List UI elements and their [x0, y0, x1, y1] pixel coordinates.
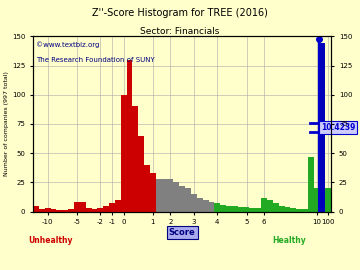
Bar [174, 182, 179, 211]
Bar [291, 208, 296, 211]
Bar [80, 202, 86, 211]
Bar [244, 207, 249, 211]
Bar [62, 210, 68, 211]
Text: ©www.textbiz.org: ©www.textbiz.org [36, 42, 99, 48]
Bar [191, 194, 197, 211]
Y-axis label: Number of companies (997 total): Number of companies (997 total) [4, 72, 9, 176]
Bar [255, 208, 261, 211]
Bar [296, 209, 302, 211]
Bar [238, 207, 244, 211]
Bar [226, 206, 232, 211]
Text: Unhealthy: Unhealthy [29, 236, 73, 245]
Bar [214, 203, 220, 211]
Bar [220, 204, 226, 211]
Bar [68, 209, 74, 211]
Bar [132, 106, 138, 211]
Bar [39, 209, 45, 211]
Text: Z''-Score Histogram for TREE (2016): Z''-Score Histogram for TREE (2016) [92, 8, 268, 18]
Bar [273, 203, 279, 211]
Bar [156, 179, 162, 211]
Bar [308, 157, 314, 211]
Bar [86, 208, 91, 211]
Bar [115, 200, 121, 211]
Text: Sector: Financials: Sector: Financials [140, 27, 220, 36]
Bar [279, 206, 284, 211]
Bar [284, 207, 291, 211]
Bar [249, 208, 255, 211]
Bar [127, 60, 132, 211]
Bar [91, 209, 98, 211]
Bar [51, 209, 57, 211]
Bar [150, 173, 156, 211]
Bar [121, 95, 127, 211]
Bar [179, 186, 185, 211]
Text: The Research Foundation of SUNY: The Research Foundation of SUNY [36, 58, 155, 63]
Bar [144, 165, 150, 211]
Bar [109, 203, 115, 211]
Bar [167, 179, 174, 211]
Bar [138, 136, 144, 211]
Bar [185, 188, 191, 211]
Bar [197, 198, 203, 211]
Bar [103, 206, 109, 211]
Bar [162, 179, 167, 211]
Bar [325, 188, 331, 211]
Bar [232, 206, 238, 211]
Text: Healthy: Healthy [273, 236, 306, 245]
X-axis label: Score: Score [169, 228, 195, 237]
Bar [261, 198, 267, 211]
Bar [57, 210, 62, 211]
Bar [74, 202, 80, 211]
Bar [33, 206, 39, 211]
Bar [203, 200, 208, 211]
Bar [208, 202, 214, 211]
Bar [267, 200, 273, 211]
Bar [45, 208, 51, 211]
Bar [314, 188, 320, 211]
Bar [98, 208, 103, 211]
Bar [320, 43, 325, 211]
Text: 10.4239: 10.4239 [321, 123, 355, 132]
Bar [302, 209, 308, 211]
